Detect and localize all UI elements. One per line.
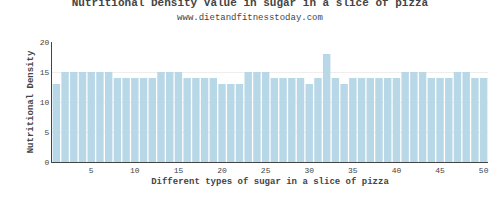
svg-text:10: 10 [130,166,140,175]
svg-text:5: 5 [45,128,50,137]
svg-text:35: 35 [348,166,358,175]
svg-text:Different types of sugar in a: Different types of sugar in a slice of p… [151,177,389,187]
svg-text:50: 50 [479,166,489,175]
svg-text:20: 20 [217,166,227,175]
svg-text:20: 20 [40,38,50,47]
svg-text:0: 0 [45,158,50,167]
svg-text:Nutritional Density Value in s: Nutritional Density Value in sugar in a … [72,0,429,23]
svg-text:15: 15 [174,166,184,175]
svg-text:Nutritional Density: Nutritional Density [26,50,36,153]
svg-text:5: 5 [89,166,94,175]
svg-text:45: 45 [435,166,445,175]
svg-text:15: 15 [40,68,50,77]
svg-text:10: 10 [40,98,50,107]
svg-text:25: 25 [261,166,271,175]
svg-text:30: 30 [304,166,314,175]
svg-text:40: 40 [392,166,402,175]
